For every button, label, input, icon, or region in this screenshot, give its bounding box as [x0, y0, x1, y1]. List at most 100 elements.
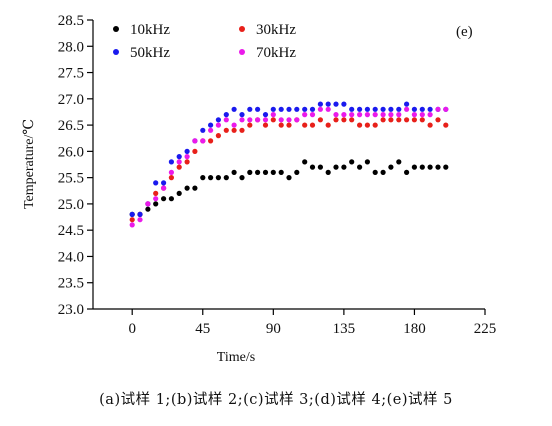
data-point	[145, 206, 151, 212]
data-point	[411, 164, 417, 170]
data-point	[247, 169, 253, 175]
data-point	[317, 164, 323, 170]
data-point	[247, 122, 253, 128]
data-point	[396, 112, 402, 118]
data-point	[278, 106, 284, 112]
data-point	[262, 112, 269, 118]
data-point	[294, 169, 300, 175]
legend-marker	[239, 49, 245, 55]
data-point	[364, 112, 370, 118]
data-point	[168, 169, 174, 175]
data-point	[184, 148, 190, 154]
data-point	[388, 112, 394, 118]
data-point	[411, 112, 417, 118]
data-point	[176, 190, 182, 196]
data-point	[255, 106, 261, 112]
y-tick-label: 27.5	[58, 66, 84, 82]
data-point	[270, 106, 276, 112]
data-point	[270, 169, 276, 175]
data-point	[427, 122, 433, 128]
data-point	[239, 112, 245, 118]
data-point	[262, 169, 269, 175]
data-point	[427, 106, 433, 112]
data-point	[129, 217, 135, 223]
data-point	[208, 138, 214, 144]
x-tick-label: 45	[195, 321, 210, 337]
data-point	[192, 185, 198, 191]
axes: 23.0 23.5 24.0 24.5 25.0 25.5 26.0 26.5 27.0 27.5…	[58, 13, 497, 337]
data-point	[333, 112, 339, 118]
data-point	[255, 169, 261, 175]
data-point	[153, 190, 159, 196]
data-point	[247, 117, 253, 123]
data-point	[380, 112, 386, 118]
data-point	[302, 122, 308, 128]
data-point	[341, 164, 347, 170]
y-tick-label: 23.5	[58, 276, 84, 292]
data-point	[341, 117, 347, 123]
y-tick-label: 28.0	[58, 39, 84, 55]
data-point	[309, 106, 316, 112]
y-tick-label: 26.0	[58, 144, 84, 160]
data-point	[364, 159, 370, 165]
data-point	[200, 138, 206, 144]
series-30kHz	[129, 117, 449, 223]
legend-label: 30kHz	[256, 22, 296, 38]
x-tick-label: 90	[266, 321, 281, 337]
data-point	[215, 117, 221, 123]
data-point	[419, 106, 425, 112]
data-point	[380, 117, 386, 123]
data-point	[404, 106, 410, 112]
data-point	[184, 154, 190, 160]
data-point	[262, 122, 269, 128]
data-point	[208, 122, 214, 128]
data-point	[411, 117, 417, 123]
data-point	[443, 106, 449, 112]
data-point	[333, 101, 339, 107]
data-point	[372, 106, 378, 112]
data-point	[357, 112, 363, 118]
data-point	[262, 117, 269, 123]
legend-marker	[113, 49, 119, 55]
y-axis-title: Temperature/℃	[22, 119, 37, 209]
data-point	[411, 106, 417, 112]
data-point	[231, 169, 237, 175]
data-point	[239, 175, 245, 181]
data-point	[443, 122, 449, 128]
data-point	[231, 122, 237, 128]
data-point	[192, 138, 198, 144]
data-point	[427, 164, 433, 170]
data-point	[396, 117, 402, 123]
data-point	[302, 112, 308, 118]
data-point	[435, 117, 441, 123]
data-point	[129, 222, 135, 228]
data-point	[153, 196, 159, 202]
data-point	[443, 164, 449, 170]
legend-marker	[113, 26, 119, 32]
data-point	[396, 106, 402, 112]
data-point	[388, 106, 394, 112]
y-tick-label: 24.0	[58, 249, 84, 265]
data-point	[364, 122, 370, 128]
data-point	[200, 127, 206, 133]
y-tick-label: 23.0	[58, 302, 84, 318]
data-point	[325, 106, 331, 112]
data-point	[231, 127, 237, 133]
data-point	[294, 117, 300, 123]
x-tick-label: 135	[333, 321, 356, 337]
data-point	[419, 164, 425, 170]
data-point	[192, 148, 198, 154]
data-point	[239, 117, 245, 123]
data-point	[215, 133, 221, 139]
data-point	[404, 169, 410, 175]
data-point	[215, 175, 221, 181]
legend-label: 50kHz	[130, 45, 170, 61]
data-point	[176, 159, 182, 165]
data-point	[357, 164, 363, 170]
data-point	[294, 106, 300, 112]
x-tick-label: 0	[128, 321, 136, 337]
data-point	[176, 154, 182, 160]
data-point	[372, 112, 378, 118]
data-point	[349, 112, 355, 118]
data-point	[404, 101, 410, 107]
